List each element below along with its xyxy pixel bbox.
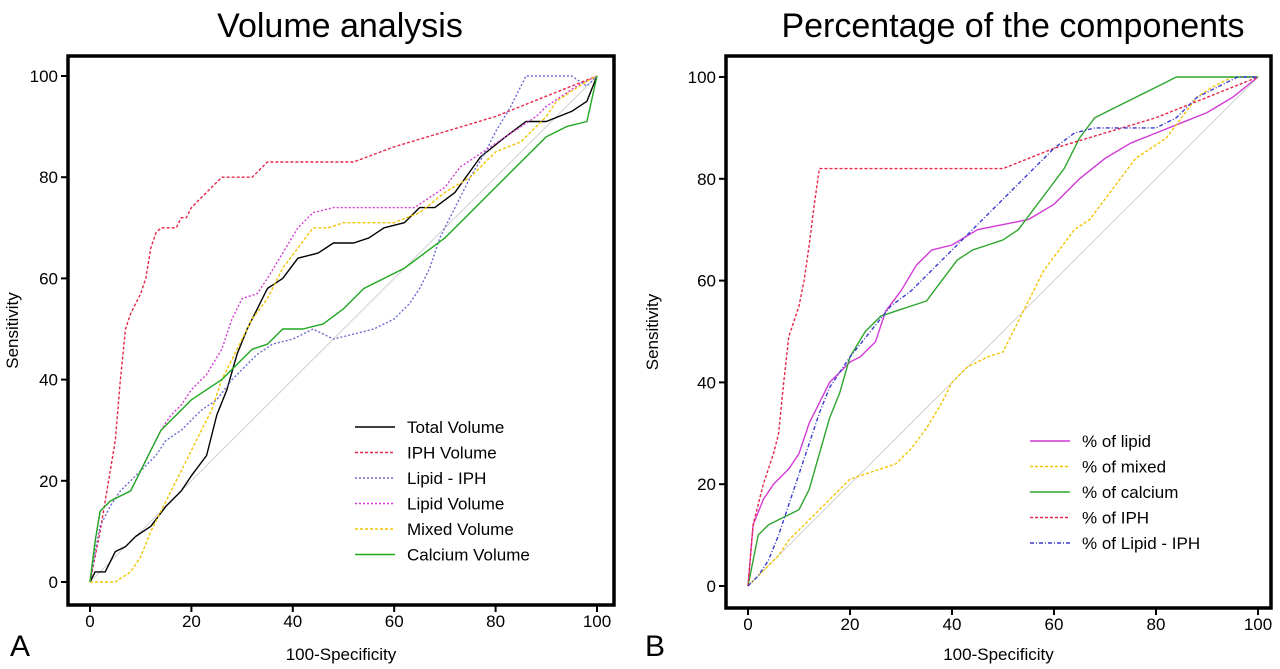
y-tick-label: 40 xyxy=(39,371,58,390)
y-tick-label: 40 xyxy=(697,373,716,392)
x-tick-label: 80 xyxy=(486,612,505,631)
y-tick-label: 100 xyxy=(30,67,58,86)
y-tick-label: 100 xyxy=(688,68,716,87)
chart-svg-a: Volume analysis 0 20 40 60 80 100 0 20 40 60 80 100 1… xyxy=(3,7,616,664)
legend-entry: Lipid Volume xyxy=(407,495,504,514)
reference-diagonal xyxy=(747,76,1259,587)
series-line xyxy=(747,76,1258,587)
x-tick-label: 40 xyxy=(943,615,962,634)
x-axis-label: 100-Specificity xyxy=(286,645,397,664)
x-tick-label: 60 xyxy=(385,612,404,631)
x-tick-label: 0 xyxy=(743,615,752,634)
legend-entry: Calcium Volume xyxy=(407,546,530,565)
x-tick-label: 80 xyxy=(1147,615,1166,634)
panel-label: B xyxy=(645,630,665,663)
x-axis-label: 100-Specificity xyxy=(943,645,1054,664)
legend-entry: % of mixed xyxy=(1082,458,1166,477)
chart-title: Percentage of the components xyxy=(781,7,1244,45)
y-tick-label: 0 xyxy=(49,573,58,592)
y-tick-label: 80 xyxy=(697,170,716,189)
y-tick-label: 60 xyxy=(697,272,716,291)
y-axis-label: Sensitivity xyxy=(643,293,662,370)
series-line xyxy=(90,75,598,583)
legend-entry: Mixed Volume xyxy=(407,520,514,539)
series-line xyxy=(89,75,598,583)
chart-panel-a: Volume analysis 0 20 40 60 80 100 0 20 40 60 80 100 1… xyxy=(3,7,616,664)
legend-entry: Lipid - IPH xyxy=(407,469,486,488)
legend-entry: % of Lipid - IPH xyxy=(1082,534,1200,553)
series-line xyxy=(89,75,598,583)
chart-title: Volume analysis xyxy=(217,7,463,45)
y-axis-label: Sensitivity xyxy=(3,292,22,369)
series-line xyxy=(747,76,1259,587)
y-tick-label: 0 xyxy=(707,577,716,596)
chart-panel-b: Percentage of the components 0 20 40 60 80 100… xyxy=(640,0,1280,669)
plot-frame xyxy=(66,54,616,607)
y-tick-label: 20 xyxy=(697,475,716,494)
series-line xyxy=(89,75,598,583)
legend-entry: % of lipid xyxy=(1082,432,1151,451)
x-tick-label: 100 xyxy=(1244,615,1272,634)
x-tick-label: 60 xyxy=(1045,615,1064,634)
series-line xyxy=(747,76,1259,587)
series-line xyxy=(89,75,598,583)
legend-entry: Total Volume xyxy=(407,418,504,437)
x-tick-label: 40 xyxy=(283,612,302,631)
x-tick-label: 0 xyxy=(85,612,94,631)
legend-entry: % of IPH xyxy=(1082,509,1149,528)
legend-entry: % of calcium xyxy=(1082,483,1178,502)
x-tick-label: 100 xyxy=(583,612,611,631)
panel-label: A xyxy=(10,630,30,663)
x-tick-label: 20 xyxy=(841,615,860,634)
y-tick-label: 60 xyxy=(39,269,58,288)
y-tick-label: 20 xyxy=(39,472,58,491)
y-tick-label: 80 xyxy=(39,168,58,187)
plot-frame xyxy=(724,54,1273,610)
legend-entry: IPH Volume xyxy=(407,444,497,463)
x-tick-label: 20 xyxy=(182,612,201,631)
chart-svg-b: Percentage of the components 0 20 40 60 80 100… xyxy=(643,7,1273,664)
